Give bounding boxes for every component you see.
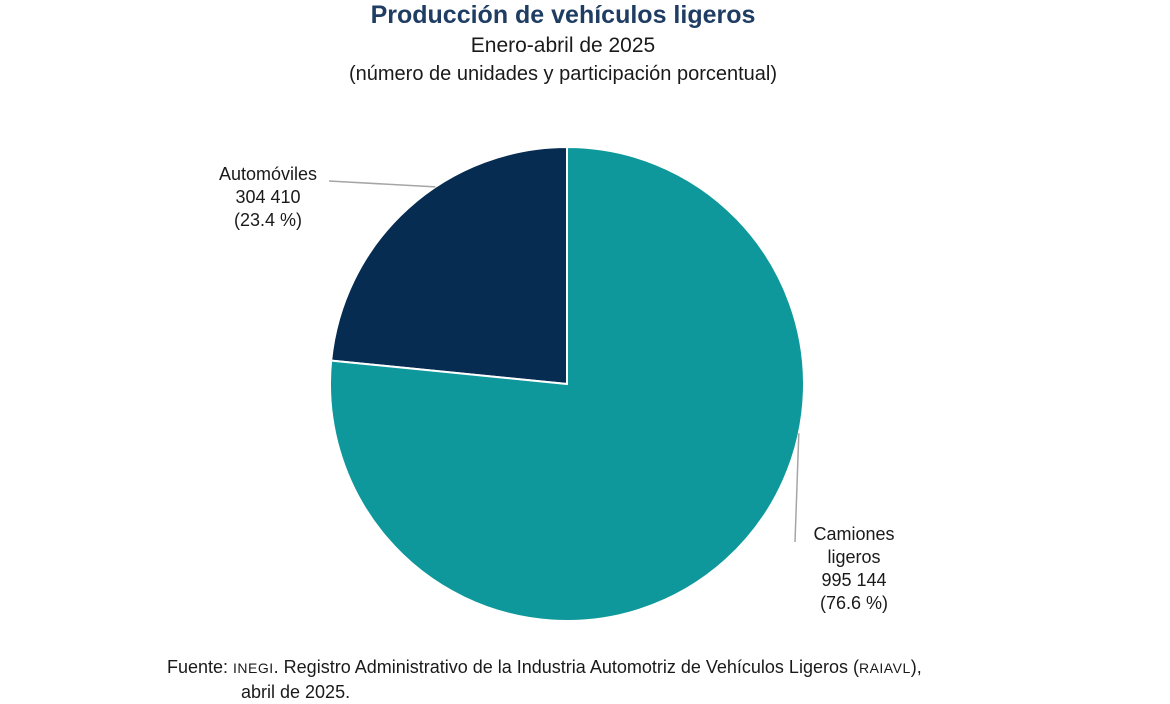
slice-value-automoviles: 304 410 — [235, 187, 300, 207]
slice-percent-automoviles: (23.4 %) — [234, 210, 302, 230]
chart-subtitle: Enero-abril de 2025 — [470, 34, 656, 57]
slice-label-camiones-ligeros-line1: Camiones — [813, 524, 894, 544]
source-org: INEGI — [233, 660, 274, 676]
chart-subtitle-units: (número de unidades y participación porc… — [348, 63, 778, 85]
slice-percent-camiones-ligeros: (76.6 %) — [820, 593, 888, 613]
chart-title: Producción de vehículos ligeros — [370, 1, 756, 29]
slice-label-automoviles: Automóviles — [219, 164, 317, 184]
pie-slice-camiones-ligeros — [329, 145, 805, 622]
source-acronym: RAIAVL — [858, 660, 911, 676]
source-note: Fuente: INEGI. Registro Administrativo d… — [167, 655, 922, 704]
source-suffix: ), — [910, 657, 922, 677]
slice-value-camiones-ligeros: 995 144 — [821, 570, 886, 590]
pie-chart: Automóviles 304 410 (23.4 %) Camiones ligero… — [219, 145, 895, 622]
pie-slice-automoviles — [330, 145, 568, 386]
source-prefix: Fuente: — [167, 657, 234, 677]
source-date: abril de 2025. — [241, 682, 351, 702]
source-text: . Registro Administrativo de la Industri… — [273, 657, 859, 677]
leader-line-camiones-ligeros — [794, 433, 800, 543]
slice-label-camiones-ligeros-line2: ligeros — [827, 547, 880, 567]
leader-line-automoviles — [328, 180, 436, 188]
